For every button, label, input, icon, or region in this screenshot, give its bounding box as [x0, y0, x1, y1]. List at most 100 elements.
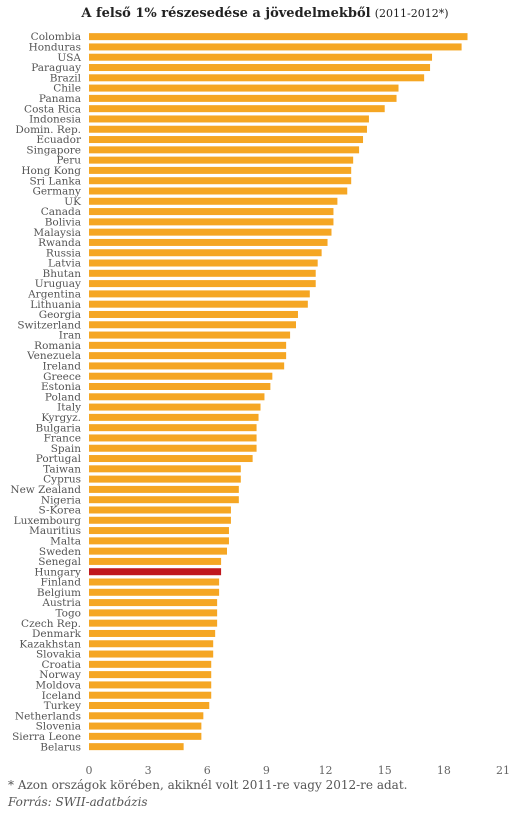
bar-belarus [89, 743, 184, 751]
category-label-poland: Poland [45, 391, 81, 403]
bar-ireland [89, 362, 285, 370]
bar-honduras [89, 43, 462, 51]
category-label-malaysia: Malaysia [33, 227, 81, 239]
category-label-chile: Chile [53, 83, 81, 95]
category-label-paraguay: Paraguay [31, 62, 81, 74]
category-label-togo: Togo [55, 607, 81, 619]
category-label-kazakhstan: Kazakhstan [19, 638, 81, 650]
bar-mauritius [89, 527, 229, 535]
bar-iceland [89, 691, 212, 699]
bar-latvia [89, 259, 318, 267]
category-label-iran: Iran [59, 330, 81, 342]
category-label-sri-lanka: Sri Lanka [29, 175, 81, 187]
category-label-germany: Germany [32, 186, 81, 198]
bar-finland [89, 578, 220, 586]
category-label-uruguay: Uruguay [35, 278, 81, 290]
category-label-slovenia: Slovenia [36, 721, 81, 733]
category-label-cyprus: Cyprus [43, 474, 81, 486]
category-label-slovakia: Slovakia [36, 649, 81, 661]
x-tick-label-21: 21 [496, 764, 510, 777]
category-label-netherlands: Netherlands [15, 710, 81, 722]
bar-kazakhstan [89, 640, 214, 648]
category-label-kyrgyz: Kyrgyz. [41, 412, 81, 424]
footnote: * Azon országok körében, akiknél volt 20… [8, 778, 408, 792]
bar-poland [89, 393, 265, 401]
bar-hungary [89, 568, 222, 576]
category-label-argentina: Argentina [27, 289, 81, 301]
category-label-panama: Panama [39, 93, 81, 105]
bar-kyrgyz [89, 413, 259, 421]
category-label-croatia: Croatia [42, 659, 81, 671]
bar-togo [89, 609, 218, 617]
bar-costa-rica [89, 105, 385, 113]
category-label-moldova: Moldova [35, 680, 81, 692]
category-label-switzerland: Switzerland [17, 319, 81, 331]
bar-france [89, 434, 257, 442]
bar-slovakia [89, 650, 214, 658]
bar-austria [89, 599, 218, 607]
category-label-georgia: Georgia [39, 309, 81, 321]
x-tick-label-15: 15 [378, 764, 392, 777]
category-label-peru: Peru [56, 155, 81, 167]
category-label-norway: Norway [39, 669, 81, 681]
category-label-bulgaria: Bulgaria [36, 422, 81, 434]
category-label-ireland: Ireland [43, 361, 82, 373]
category-label-uk: UK [64, 196, 81, 208]
bars-group [89, 33, 468, 751]
x-tick-label-18: 18 [437, 764, 451, 777]
bar-senegal [89, 557, 222, 565]
category-label-denmark: Denmark [32, 628, 82, 640]
category-label-turkey: Turkey [44, 700, 81, 712]
bar-canada [89, 208, 334, 216]
x-tick-label-3: 3 [145, 764, 152, 777]
category-label-czech-rep: Czech Rep. [21, 618, 81, 630]
category-label-nigeria: Nigeria [41, 494, 81, 506]
bar-russia [89, 249, 322, 257]
category-label-portugal: Portugal [36, 453, 82, 465]
category-label-bhutan: Bhutan [43, 268, 82, 280]
bar-romania [89, 341, 287, 349]
bar-estonia [89, 383, 271, 390]
bar-czech-rep [89, 619, 218, 627]
bar-panama [89, 94, 397, 102]
category-label-bolivia: Bolivia [45, 216, 81, 228]
category-label-spain: Spain [51, 443, 82, 455]
bar-bhutan [89, 269, 316, 277]
bar-spain [89, 444, 257, 452]
category-label-greece: Greece [43, 371, 81, 383]
bar-germany [89, 187, 348, 195]
bar-sweden [89, 547, 227, 555]
chart-title: A felső 1% részesedése a jövedelmekből (… [0, 6, 530, 21]
bar-usa [89, 53, 433, 61]
bar-peru [89, 156, 354, 164]
bar-hong-kong [89, 166, 352, 174]
category-label-costa-rica: Costa Rica [24, 103, 81, 115]
category-label-domin-rep: Domin. Rep. [15, 124, 81, 136]
bar-brazil [89, 74, 425, 82]
bar-taiwan [89, 465, 241, 473]
category-label-singapore: Singapore [26, 144, 81, 156]
category-label-sierra-leone: Sierra Leone [12, 731, 81, 743]
x-tick-label-6: 6 [204, 764, 211, 777]
bar-chile [89, 84, 399, 92]
bar-rwanda [89, 238, 328, 246]
x-tick-label-12: 12 [319, 764, 333, 777]
bar-singapore [89, 146, 360, 154]
category-label-sweden: Sweden [39, 546, 81, 558]
category-label-austria: Austria [41, 597, 81, 609]
category-label-belgium: Belgium [37, 587, 81, 599]
category-label-mauritius: Mauritius [29, 525, 81, 537]
bar-new-zealand [89, 485, 239, 493]
bar-cyprus [89, 475, 241, 483]
category-label-usa: USA [57, 52, 81, 64]
bar-denmark [89, 629, 216, 637]
category-label-taiwan: Taiwan [43, 463, 81, 475]
bar-iran [89, 331, 291, 339]
category-labels-group: ColombiaHondurasUSAParaguayBrazilChilePa… [10, 31, 82, 753]
bar-argentina [89, 290, 310, 298]
category-label-hong-kong: Hong Kong [21, 165, 81, 177]
bar-turkey [89, 701, 210, 709]
bar-norway [89, 671, 212, 679]
category-label-iceland: Iceland [42, 690, 82, 702]
bar-malta [89, 537, 229, 545]
